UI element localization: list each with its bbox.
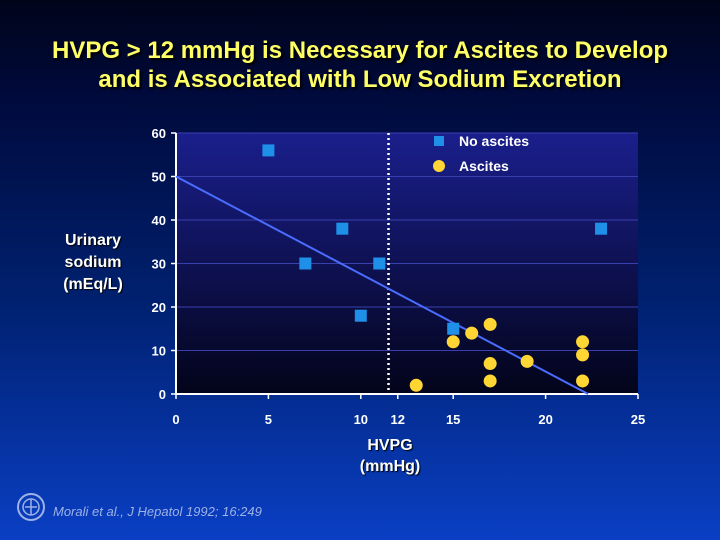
- no-ascites-point: [373, 257, 386, 270]
- y-axis-label: Urinary sodium (mEq/L): [52, 230, 134, 296]
- y-tick-label: 10: [152, 344, 166, 359]
- ascites-point: [520, 354, 534, 368]
- slide-title: HVPG > 12 mmHg is Necessary for Ascites …: [0, 36, 720, 94]
- y-axis-label-line3: (mEq/L): [63, 276, 123, 293]
- x-axis-label: HVPG (mmHg): [340, 435, 440, 477]
- y-axis-label-line2: sodium: [64, 254, 122, 271]
- ascites-point: [483, 317, 497, 331]
- tick-labels: 0 10 20 30 40 50 60 0 5 10 12 15 20 25: [152, 126, 646, 427]
- ascites-point: [483, 357, 497, 371]
- regression-line: [175, 175, 589, 395]
- x-tick-label: 20: [538, 412, 552, 427]
- trend-line: [175, 175, 589, 395]
- no-ascites-point: [447, 322, 460, 335]
- y-tick-label: 0: [159, 387, 166, 402]
- x-tick-label: 10: [354, 412, 368, 427]
- no-ascites-point: [299, 257, 312, 270]
- ascites-point: [409, 378, 423, 392]
- x-tick-label: 5: [265, 412, 272, 427]
- y-tick-label: 20: [152, 300, 166, 315]
- x-tick-label: 25: [631, 412, 645, 427]
- ascites-point: [465, 326, 479, 340]
- no-ascites-point: [595, 222, 608, 235]
- x-tick-label: 15: [446, 412, 460, 427]
- no-ascites-point: [354, 309, 367, 322]
- y-tick-label: 30: [152, 257, 166, 272]
- legend-no-ascites-label: No ascites: [459, 133, 529, 149]
- slide-title-line1: HVPG > 12 mmHg is Necessary for Ascites …: [51, 37, 669, 64]
- ascites-point: [576, 374, 590, 388]
- no-ascites-point: [262, 144, 275, 157]
- gridlines: [176, 132, 638, 351]
- ascites-point: [483, 374, 497, 388]
- ascites-point: [576, 348, 590, 362]
- journal-logo-icon: [17, 493, 45, 521]
- y-tick-label: 60: [152, 126, 166, 141]
- x-tick-label: 12: [391, 412, 405, 427]
- legend-ascites-label: Ascites: [459, 158, 509, 174]
- legend-no-ascites-marker: [434, 136, 444, 146]
- ascites-point: [446, 335, 460, 349]
- y-tick-label: 40: [152, 213, 166, 228]
- legend: No ascites Ascites: [433, 133, 529, 174]
- x-axis-label-line1: HVPG: [367, 437, 413, 454]
- x-tick-label: 0: [172, 412, 179, 427]
- x-axis-label-line2: (mmHg): [359, 458, 421, 475]
- slide-title-line2: and is Associated with Low Sodium Excret…: [98, 66, 622, 93]
- ascites-point: [576, 335, 590, 349]
- citation: Morali et al., J Hepatol 1992; 16:249: [53, 504, 262, 519]
- y-tick-label: 50: [152, 170, 166, 185]
- no-ascites-point: [336, 222, 349, 235]
- y-axis-label-line1: Urinary: [64, 232, 122, 249]
- data-points: [262, 144, 608, 392]
- legend-ascites-marker: [433, 160, 445, 172]
